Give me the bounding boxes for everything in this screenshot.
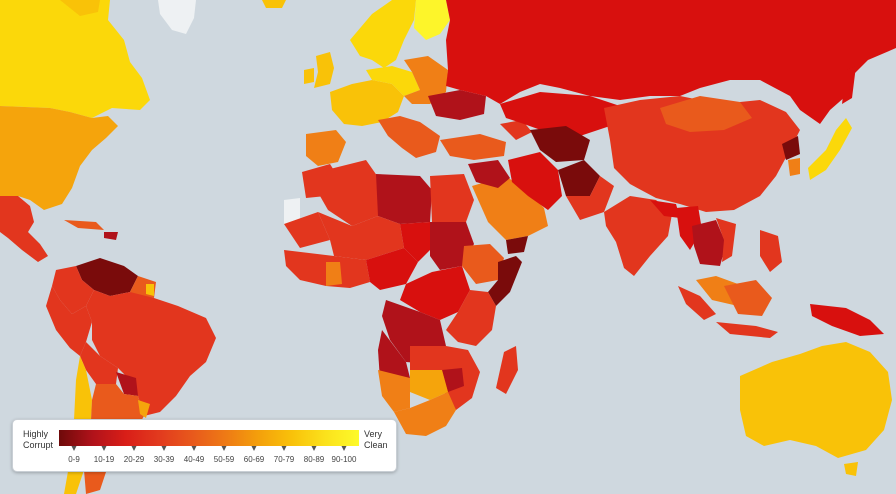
japan-region [808, 118, 852, 180]
mexico-region [0, 196, 48, 262]
legend-range-label: 10-19 [93, 455, 115, 464]
zimbabwe-region [442, 368, 464, 392]
libya-region [376, 174, 432, 224]
iraq-syria-region [468, 160, 510, 188]
mali-niger-region [318, 212, 404, 260]
colombia-region [52, 266, 94, 314]
usa-region [0, 106, 118, 210]
india-region [604, 196, 672, 276]
namibia-region [378, 370, 410, 412]
finland-region [414, 0, 450, 40]
kamchatka-islands [842, 66, 856, 104]
greenland-region [158, 0, 196, 34]
saudi-arabia-region [472, 176, 548, 240]
iberia-region [306, 130, 346, 166]
legend-tick [251, 446, 257, 451]
legend-range-label: 50-59 [213, 455, 235, 464]
tasmania-region [844, 462, 858, 476]
central-europe-region [366, 66, 420, 96]
western-europe-region [330, 80, 404, 126]
nepal-bangladesh-region [650, 200, 680, 218]
north-korea-region [782, 136, 800, 160]
legend-range-label: 90-100 [331, 455, 357, 464]
peru-ecuador-region [46, 286, 92, 356]
east-africa-region [446, 290, 496, 346]
thailand-indochina-region [692, 220, 726, 266]
indonesia-java [716, 322, 778, 338]
brazil-region [86, 290, 216, 416]
legend-low-label: Highly Corrupt [23, 429, 54, 450]
ukraine-region [428, 90, 486, 120]
legend-gradient-bar [59, 430, 359, 446]
legend-ranges: 0-9 10-19 20-29 30-39 40-49 50-59 60-69 70-79 80… [59, 454, 359, 466]
legend-range-label: 40-49 [183, 455, 205, 464]
legend-range-label: 0-9 [68, 455, 80, 464]
legend-tick [191, 446, 197, 451]
legend-range-label: 70-79 [273, 455, 295, 464]
canada-region [0, 0, 150, 118]
turkey-region [440, 134, 506, 160]
arctic-islands [60, 0, 100, 16]
legend-tick [71, 446, 77, 451]
ireland-region [304, 68, 314, 84]
eritrea-ethiopia-region [462, 244, 504, 284]
legend-tick [221, 446, 227, 451]
central-asia-region [500, 92, 620, 136]
legend-range-label: 20-29 [123, 455, 145, 464]
guyana-dot [146, 284, 154, 296]
indonesia-borneo [724, 280, 772, 316]
hispaniola-region [104, 232, 118, 240]
legend-tick [341, 446, 347, 451]
bolivia-region [80, 342, 118, 384]
norway-sweden-region [350, 0, 416, 68]
south-africa-region [394, 392, 456, 436]
legend-range-label: 30-39 [153, 455, 175, 464]
uk-region [314, 52, 334, 88]
legend: Highly Corrupt 0-9 10-19 20-29 30-39 40-49 50… [12, 419, 397, 472]
somalia-region [488, 256, 522, 306]
central-africa-region [400, 266, 470, 320]
legend-tick [131, 446, 137, 451]
legend-tick [281, 446, 287, 451]
legend-tick [101, 446, 107, 451]
legend-high-label: Very Clean [364, 429, 388, 450]
botswana-region [410, 370, 448, 400]
turkmen-uzbek-region [530, 126, 590, 162]
vietnam-region [716, 218, 736, 262]
mongolia-region [660, 96, 752, 132]
china-region [604, 96, 800, 212]
paraguay-region [116, 372, 138, 396]
yemen-region [506, 236, 528, 254]
papua-region [810, 304, 884, 336]
mauritania-region [284, 212, 330, 248]
legend-tick [161, 446, 167, 451]
pakistan-region [566, 176, 614, 220]
afghanistan-region [558, 160, 600, 196]
ghana-region [326, 262, 342, 286]
madagascar-region [496, 346, 518, 394]
venezuela-region [76, 258, 138, 296]
cuba-region [64, 220, 104, 230]
russia-region [436, 0, 896, 124]
legend-range-label: 60-69 [243, 455, 265, 464]
philippines-region [760, 230, 782, 272]
iran-region [508, 152, 562, 210]
legend-ticks [71, 446, 347, 451]
italy-balkans-region [378, 116, 440, 158]
caucasus-region [500, 120, 532, 140]
western-sahara [284, 198, 300, 224]
south-korea-region [788, 158, 800, 176]
eastern-europe-region [404, 56, 448, 104]
uruguay-region [138, 400, 150, 418]
indonesia-sumatra [678, 286, 716, 320]
legend-range-label: 80-89 [303, 455, 325, 464]
egypt-region [430, 174, 474, 222]
australia-region [740, 342, 892, 458]
nigeria-region [366, 248, 418, 290]
algeria-region [320, 160, 380, 226]
iceland-region [262, 0, 286, 8]
legend-tick [311, 446, 317, 451]
